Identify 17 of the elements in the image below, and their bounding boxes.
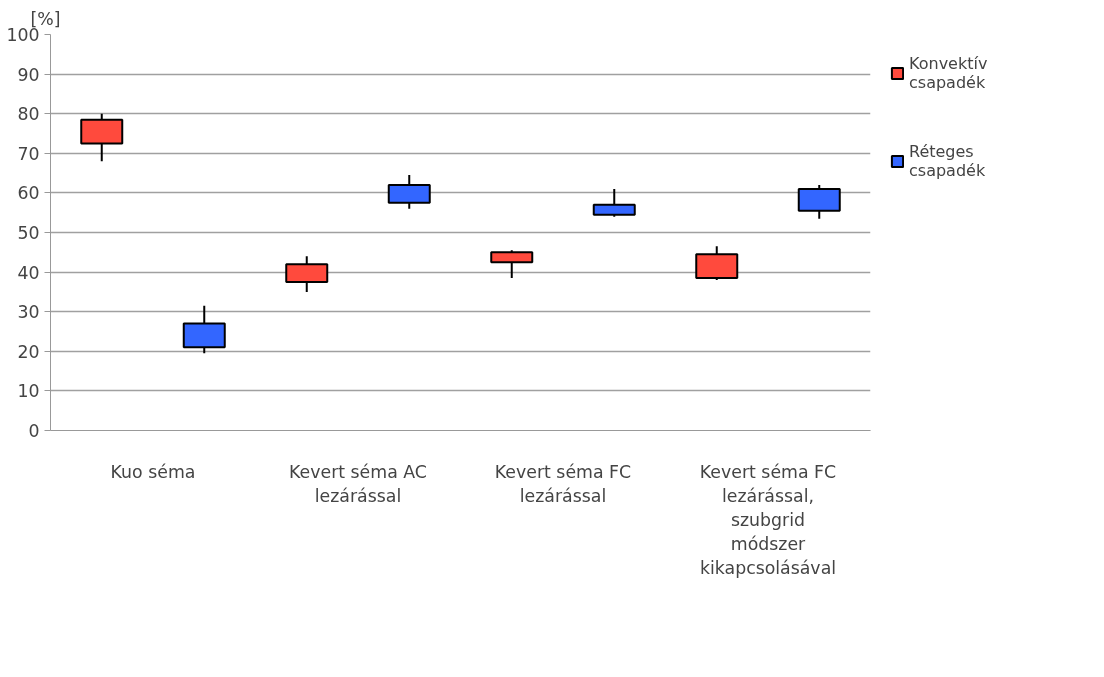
y-tick-label: 30: [17, 302, 40, 323]
x-tick-label: Kuo séma: [110, 461, 196, 482]
y-tick-label: 60: [17, 183, 40, 204]
y-tick-label: 90: [17, 64, 40, 85]
y-tick-label: 40: [17, 262, 40, 283]
y-axis-title: [%]: [30, 8, 61, 29]
y-tick-label: 80: [17, 104, 40, 125]
legend-label: Konvektív csapadék: [909, 54, 988, 92]
y-tick-label: 0: [28, 421, 40, 441]
x-tick-label: Kevert séma FC lezárással: [494, 461, 632, 506]
y-tick-label: 10: [17, 381, 40, 402]
legend-label: Réteges csapadék: [909, 142, 986, 180]
x-tick-label: Kevert séma FC lezárással, szubgrid módszer kikapcsolásával: [699, 461, 837, 578]
y-tick-label: 20: [17, 341, 40, 362]
y-tick-label: 50: [17, 223, 40, 243]
y-tick-label: 70: [17, 143, 40, 164]
x-tick-label: Kevert séma AC lezárással: [289, 461, 427, 506]
